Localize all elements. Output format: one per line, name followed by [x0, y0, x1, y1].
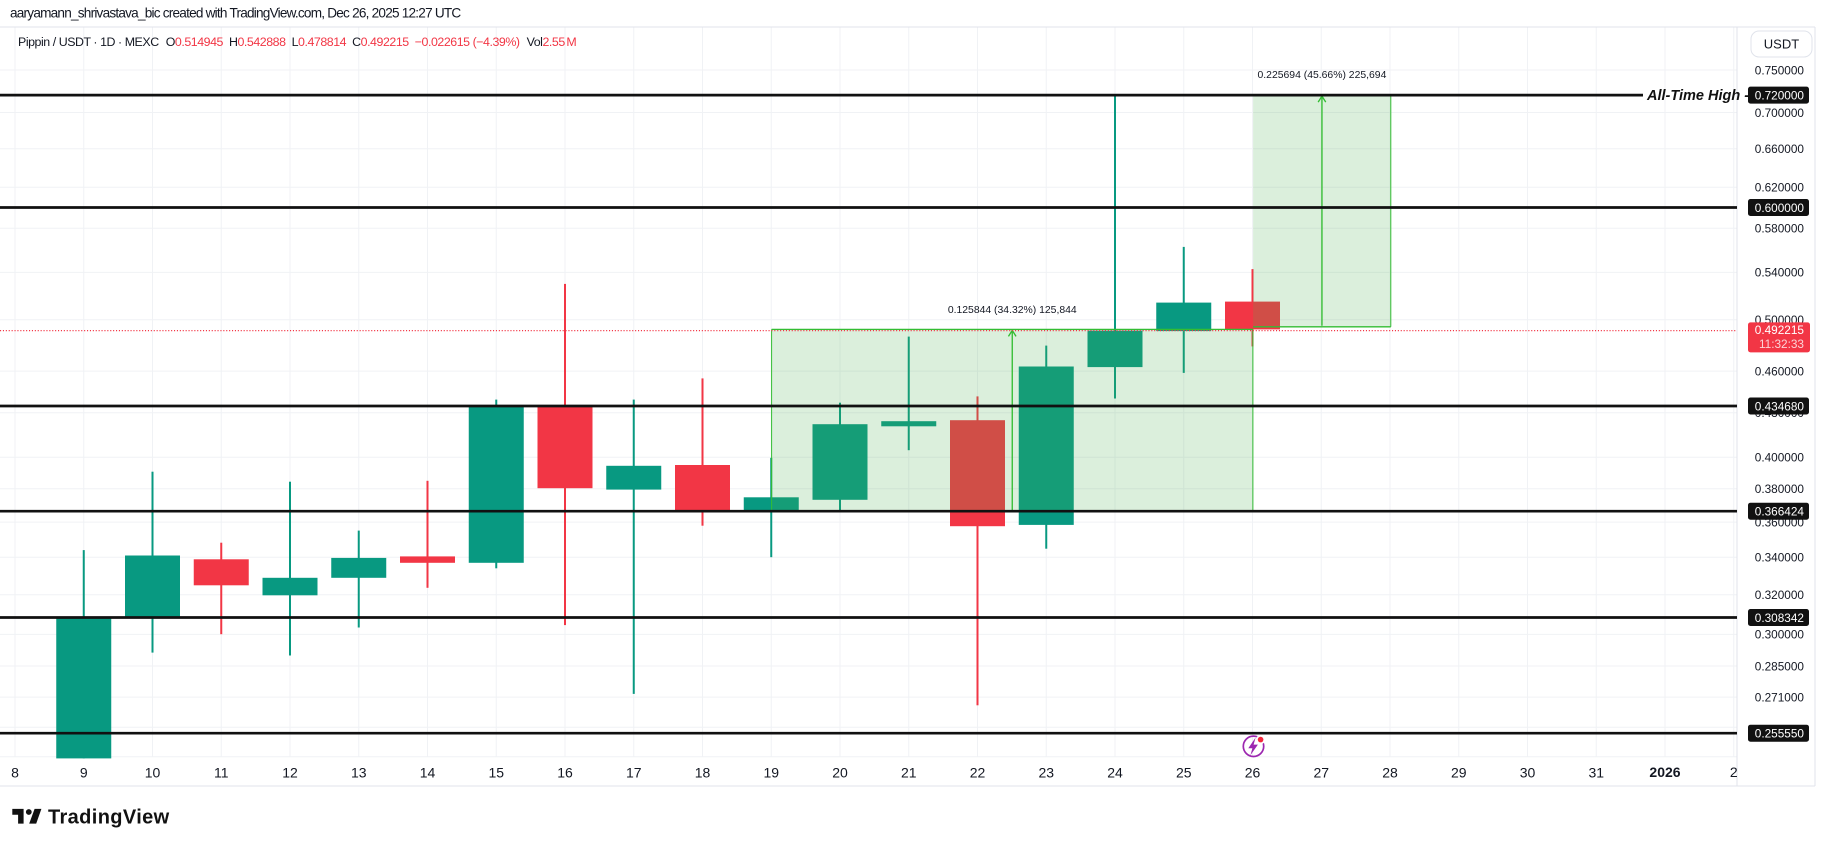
svg-text:22: 22: [970, 765, 986, 781]
svg-text:28: 28: [1382, 765, 1398, 781]
svg-text:13: 13: [351, 765, 367, 781]
svg-text:0.300000: 0.300000: [1755, 628, 1805, 642]
svg-text:27: 27: [1313, 765, 1329, 781]
svg-text:24: 24: [1107, 765, 1123, 781]
svg-text:0.434680: 0.434680: [1755, 399, 1805, 413]
svg-text:0.380000: 0.380000: [1755, 482, 1805, 496]
svg-text:23: 23: [1038, 765, 1054, 781]
svg-text:0.750000: 0.750000: [1755, 63, 1805, 77]
svg-text:26: 26: [1245, 765, 1261, 781]
svg-text:11: 11: [214, 765, 229, 781]
svg-text:0.285000: 0.285000: [1755, 659, 1805, 673]
svg-text:18: 18: [695, 765, 711, 781]
svg-text:14: 14: [420, 765, 436, 781]
svg-text:0.255550: 0.255550: [1755, 727, 1805, 741]
svg-text:20: 20: [832, 765, 848, 781]
svg-text:0.271000: 0.271000: [1755, 690, 1805, 704]
svg-text:0.660000: 0.660000: [1755, 142, 1805, 156]
svg-text:All-Time High -: All-Time High -: [1646, 88, 1749, 104]
svg-text:9: 9: [80, 765, 88, 781]
svg-text:0.540000: 0.540000: [1755, 266, 1805, 280]
svg-text:31: 31: [1588, 765, 1604, 781]
svg-text:0.492215: 0.492215: [1755, 323, 1805, 337]
svg-text:15: 15: [488, 765, 504, 781]
svg-text:21: 21: [901, 765, 917, 781]
svg-text:0.580000: 0.580000: [1755, 222, 1805, 236]
svg-text:0.620000: 0.620000: [1755, 181, 1805, 195]
svg-text:0.600000: 0.600000: [1755, 201, 1805, 215]
svg-text:30: 30: [1520, 765, 1536, 781]
svg-text:0.225694 (45.66%) 225,694: 0.225694 (45.66%) 225,694: [1258, 70, 1387, 81]
svg-text:Pippin / USDT · 1D · MEXC O0.: Pippin / USDT · 1D · MEXC O0.514945 H0.5…: [18, 35, 576, 49]
svg-text:USDT: USDT: [1764, 37, 1799, 52]
svg-text:0.340000: 0.340000: [1755, 551, 1805, 565]
svg-text:0.400000: 0.400000: [1755, 451, 1805, 465]
svg-text:aaryamann_shrivastava_bic crea: aaryamann_shrivastava_bic created with T…: [10, 6, 461, 21]
svg-text:8: 8: [11, 765, 19, 781]
svg-text:2026: 2026: [1649, 764, 1680, 780]
svg-text:0.366424: 0.366424: [1755, 505, 1805, 519]
svg-text:19: 19: [763, 765, 779, 781]
svg-text:25: 25: [1176, 765, 1192, 781]
svg-text:0.308342: 0.308342: [1755, 611, 1804, 625]
svg-text:16: 16: [557, 765, 573, 781]
svg-text:0.460000: 0.460000: [1755, 364, 1805, 378]
svg-text:0.125844 (34.32%) 125,844: 0.125844 (34.32%) 125,844: [948, 305, 1077, 316]
svg-text:0.700000: 0.700000: [1755, 106, 1805, 120]
svg-text:12: 12: [282, 765, 298, 781]
svg-text:29: 29: [1451, 765, 1467, 781]
svg-text:2: 2: [1730, 764, 1738, 780]
svg-text:11:32:33: 11:32:33: [1759, 337, 1804, 351]
svg-text:0.320000: 0.320000: [1755, 588, 1805, 602]
svg-text:0.720000: 0.720000: [1755, 88, 1805, 102]
svg-text:10: 10: [145, 765, 161, 781]
svg-text:17: 17: [626, 765, 642, 781]
svg-text:TradingView: TradingView: [48, 807, 170, 829]
